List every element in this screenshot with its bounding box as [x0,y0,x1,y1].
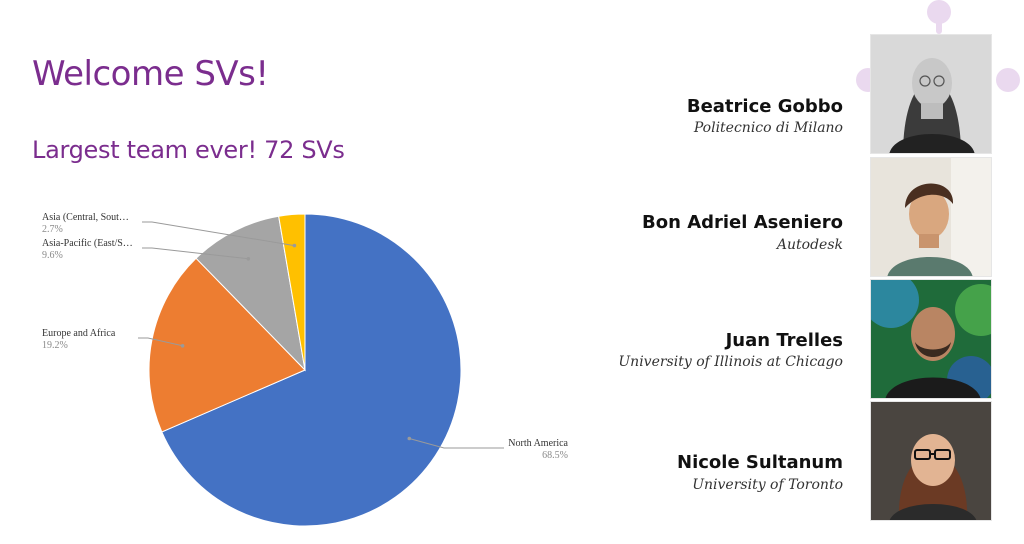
slice-label: Asia-Pacific (East/S… [42,238,133,249]
leader-dot [246,257,251,261]
slice-label: Europe and Africa [42,328,116,339]
slice-label: Asia (Central, Sout… [42,212,129,223]
leader-dot [180,344,185,348]
person-affiliation: Politecnico di Milano [693,120,843,136]
decoration-stem [936,20,942,34]
pie-slice [278,213,306,371]
person-affiliation: University of Illinois at Chicago [618,354,843,370]
leader-dot [407,436,412,441]
slice-percent: 68.5% [542,450,568,461]
person-photo [870,401,992,521]
leader-line [409,438,504,449]
person-name: Bon Adriel Aseniero [642,212,843,233]
person-affiliation: University of Toronto [692,477,843,493]
leader-dot [292,243,297,248]
slide-subtitle: Largest team ever! 72 SVs [32,136,345,164]
leader-line [138,337,183,347]
slice-percent: 19.2% [42,340,68,351]
slide-title: Welcome SVs! [32,54,269,94]
decoration-circle [996,68,1020,92]
person-photo [870,279,992,399]
pie-slice [148,257,306,433]
person-name: Juan Trelles [725,330,843,351]
pie-slice [195,215,306,372]
person-photo [870,34,992,154]
person-photo [870,157,992,277]
slice-percent: 9.6% [42,250,63,261]
leader-line [142,221,295,247]
slice-label: North America [508,438,568,449]
person-affiliation: Autodesk [776,237,843,253]
leader-line [142,247,249,260]
person-name: Nicole Sultanum [677,452,843,473]
pie-slice [161,213,462,527]
person-name: Beatrice Gobbo [686,96,843,117]
slice-percent: 2.7% [42,224,63,235]
